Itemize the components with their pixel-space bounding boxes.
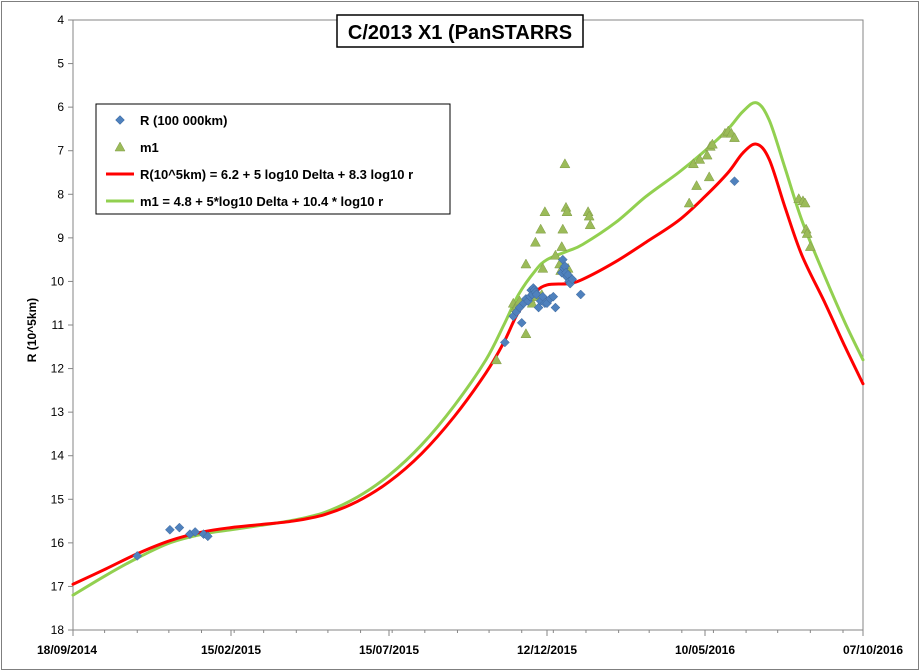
x-tick-label: 15/07/2015 — [359, 643, 419, 657]
y-tick-label: 12 — [51, 362, 65, 376]
legend-entry-label: m1 — [140, 140, 159, 155]
r-data-point — [174, 522, 185, 533]
m1-data-point — [537, 262, 549, 273]
m1-data-point — [529, 236, 541, 247]
r-data-point — [202, 531, 213, 542]
m1-data-point — [535, 223, 547, 234]
m1-data-point — [491, 354, 502, 365]
r-data-point — [132, 551, 143, 561]
x-tick-label: 15/02/2015 — [201, 643, 261, 657]
y-tick-label: 13 — [51, 405, 65, 419]
r-data-point — [567, 274, 578, 285]
r-data-point — [550, 302, 561, 313]
legend-marker-swatch — [115, 115, 125, 125]
m1-data-point — [683, 197, 695, 208]
x-tick-label: 12/12/2015 — [517, 643, 577, 657]
chart-title: C/2013 X1 (PanSTARRS — [348, 22, 572, 44]
y-tick-label: 11 — [52, 318, 65, 332]
m1-data-point — [556, 241, 568, 251]
r-data-point — [190, 527, 201, 537]
m1-data-point — [729, 132, 740, 142]
m1-data-point — [557, 223, 569, 234]
r-data-point — [165, 524, 175, 535]
r-data-point — [575, 289, 586, 300]
m1-data-point — [583, 210, 595, 221]
m1-data-point — [701, 149, 713, 160]
x-tick-label: 18/09/2014 — [37, 643, 97, 657]
y-tick-label: 9 — [57, 231, 64, 245]
legend-frame — [95, 103, 451, 215]
m1-data-point — [550, 249, 561, 260]
y-tick-label: 5 — [57, 57, 64, 71]
points-layer — [132, 125, 816, 561]
r-data-point — [516, 317, 527, 328]
y-tick-label: 7 — [57, 144, 64, 158]
m1-data-point — [691, 180, 702, 190]
y-tick-label: 18 — [51, 623, 65, 637]
y-axis: 4 5 6 7 8 9 10 11 12 13 14 15 16 17 18 — [51, 13, 73, 637]
m1-data-point — [584, 219, 596, 230]
y-tick-label: 17 — [51, 579, 65, 593]
legend-entry-label: m1 = 4.8 + 5*log10 Delta + 10.4 * log10 … — [140, 194, 383, 209]
legend-entry-label: R(10^5km) = 6.2 + 5 log10 Delta + 8.3 lo… — [140, 167, 413, 182]
legend-entry-label: R (100 000km) — [140, 113, 227, 128]
title-frame — [336, 14, 584, 48]
y-axis-title: R (10^5km) — [25, 298, 39, 362]
r-data-point — [548, 291, 559, 302]
m1-data-point — [799, 197, 811, 208]
legend-marker-swatch — [114, 141, 126, 152]
chart-title-box: C/2013 X1 (PanSTARRS — [336, 14, 584, 48]
m1-data-point — [539, 206, 551, 216]
m1-data-point — [804, 241, 816, 251]
x-tick-label: 10/05/2016 — [675, 643, 735, 657]
series-line — [71, 101, 865, 597]
m1-data-point — [520, 328, 532, 338]
y-tick-label: 8 — [57, 187, 64, 201]
legend: R (100 000km) m1 R(10^5km) = 6.2 + 5 log10… — [95, 103, 451, 215]
x-tick-label: 07/10/2016 — [843, 643, 903, 657]
y-tick-label: 6 — [57, 100, 64, 114]
y-tick-label: 14 — [51, 449, 65, 463]
y-tick-label: 16 — [51, 536, 65, 550]
m1-data-point — [801, 227, 813, 238]
m1-data-point — [706, 138, 718, 149]
y-tick-label: 15 — [51, 492, 65, 506]
y-tick-label: 10 — [51, 274, 65, 288]
x-axis: 18/09/2014 15/02/2015 15/07/2015 12/12/2015… — [37, 630, 903, 657]
y-tick-label: 4 — [57, 13, 64, 27]
r-data-point — [500, 337, 510, 348]
m1-data-point — [703, 171, 715, 182]
m1-data-point — [561, 206, 573, 216]
r-data-point — [729, 176, 740, 187]
m1-data-point — [559, 158, 571, 169]
m1-data-point — [520, 258, 532, 269]
